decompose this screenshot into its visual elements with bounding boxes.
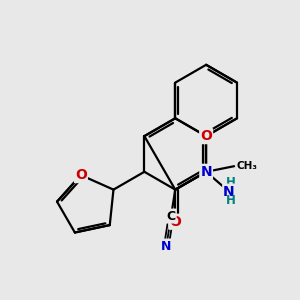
Text: H: H bbox=[226, 194, 236, 207]
Text: O: O bbox=[200, 129, 212, 143]
Text: C: C bbox=[167, 210, 176, 223]
Text: O: O bbox=[75, 168, 87, 182]
Text: H: H bbox=[226, 176, 236, 189]
Text: N: N bbox=[161, 239, 172, 253]
Text: N: N bbox=[200, 165, 212, 179]
Text: CH₃: CH₃ bbox=[237, 161, 258, 171]
Text: O: O bbox=[169, 215, 181, 229]
Text: N: N bbox=[223, 184, 235, 199]
